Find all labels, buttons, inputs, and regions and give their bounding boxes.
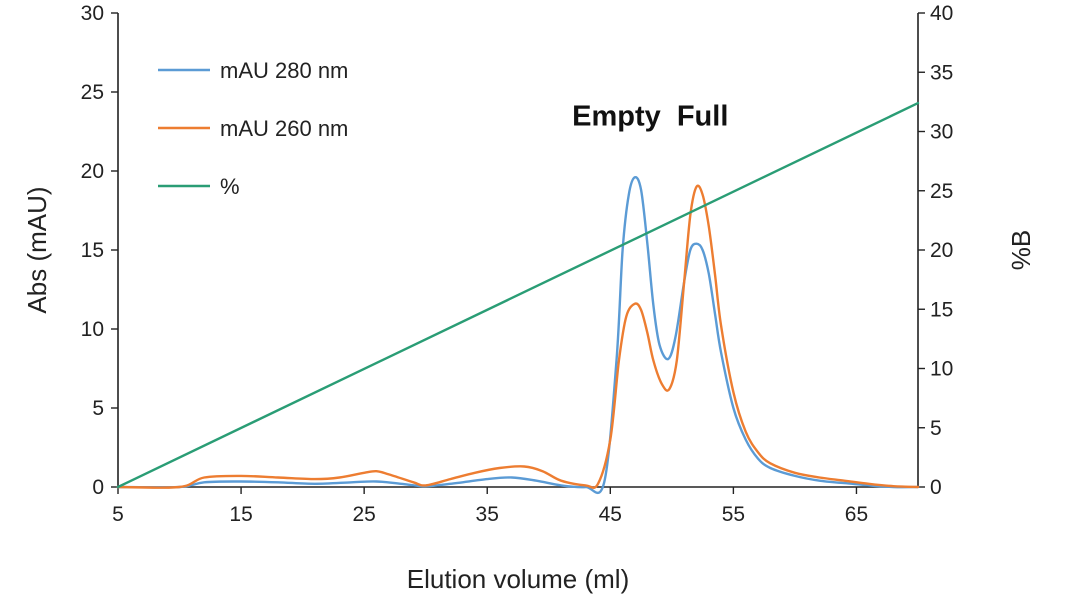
legend-label-percent-b: %: [220, 174, 240, 199]
y2-tick-label: 25: [930, 180, 953, 203]
x-tick-label: 45: [599, 503, 622, 526]
legend-label-mau-260-nm: mAU 260 nm: [220, 116, 348, 141]
annotations: Empty Full: [572, 101, 728, 133]
x-tick-label: 15: [229, 503, 252, 526]
y-tick-label: 10: [81, 318, 104, 341]
y2-tick-label: 20: [930, 239, 953, 262]
y-tick-label: 25: [81, 81, 104, 104]
y-tick-label: 20: [81, 160, 104, 183]
y-tick-label: 30: [81, 2, 104, 25]
x-axis-title: Elution volume (ml): [407, 564, 630, 594]
y-tick-label: 0: [92, 476, 104, 499]
series-line-mau-260-nm: [116, 184, 920, 490]
x-tick-label: 35: [476, 503, 499, 526]
legend: mAU 280 nm mAU 260 nm%: [158, 58, 348, 199]
annotation-empty: Empty: [572, 101, 661, 133]
x-tick-label: 25: [352, 503, 375, 526]
y-tick-label: 15: [81, 239, 104, 262]
y2-tick-label: 40: [930, 2, 953, 25]
series-line-mau-280-nm: [116, 175, 920, 495]
y-axis-title: Abs (mAU): [22, 186, 52, 313]
y2-axis-title: %B: [1006, 230, 1036, 270]
y2-tick-label: 15: [930, 298, 953, 321]
legend-label-mau-280-nm: mAU 280 nm: [220, 58, 348, 83]
y2-tick-label: 10: [930, 358, 953, 381]
series-layer: [116, 101, 920, 495]
y2-tick-label: 35: [930, 61, 953, 84]
y2-tick-label: 30: [930, 121, 953, 144]
x-tick-label: 5: [112, 503, 124, 526]
y2-tick-label: 0: [930, 476, 942, 499]
x-tick-label: 65: [845, 503, 868, 526]
y-tick-label: 5: [92, 397, 104, 420]
annotation-full: Full: [677, 101, 729, 133]
x-tick-label: 55: [722, 503, 745, 526]
y2-tick-label: 5: [930, 417, 942, 440]
series-line-percent-b: [116, 101, 920, 489]
